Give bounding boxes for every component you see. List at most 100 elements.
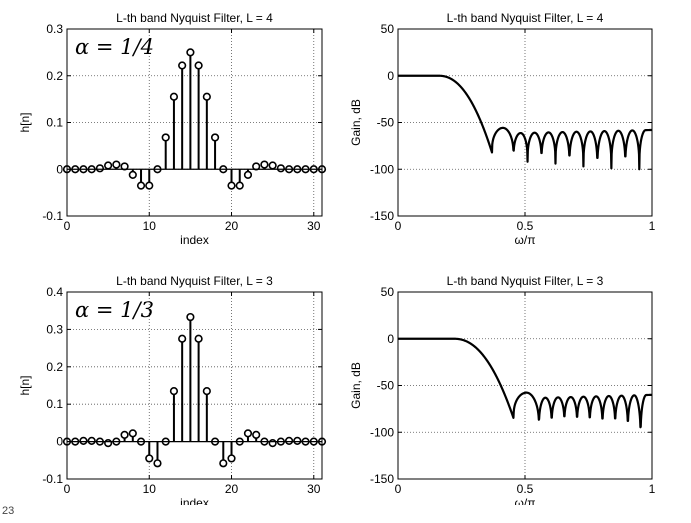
stem-marker — [276, 164, 285, 173]
stem-marker — [128, 429, 137, 438]
stem-marker — [260, 160, 269, 169]
stem-marker — [120, 430, 129, 439]
alpha-annotation: α = 1/3 — [75, 298, 154, 322]
x-axis-label: ω/π — [515, 233, 536, 247]
stem-marker — [186, 48, 195, 57]
y-tick-label: -150 — [370, 472, 394, 486]
x-tick-label: 0.5 — [517, 219, 534, 233]
y-tick-label: 0.3 — [46, 22, 63, 36]
stem-marker — [95, 164, 105, 173]
stem-marker — [219, 459, 228, 468]
x-tick-label: 0 — [395, 219, 402, 233]
stem-marker — [104, 161, 113, 170]
stem-marker — [227, 454, 236, 463]
x-tick-label: 0.5 — [517, 482, 534, 496]
stem-marker — [284, 436, 294, 445]
axes-frame — [397, 291, 653, 480]
stem-marker — [169, 387, 179, 396]
y-tick-label: -0.1 — [42, 209, 63, 223]
magnitude-response-line — [397, 74, 653, 171]
stem-marker — [202, 92, 211, 101]
y-tick-label: 0 — [56, 162, 63, 176]
y-tick-label: -150 — [370, 209, 394, 223]
x-tick-label: 30 — [307, 219, 321, 233]
y-tick-label: -0.1 — [42, 472, 63, 486]
x-tick-label: 1 — [649, 482, 656, 496]
x-tick-label: 0 — [64, 219, 71, 233]
alpha-annotation: α = 1/4 — [75, 35, 154, 59]
stem-marker — [268, 161, 277, 170]
nyquist-filter-figure: L-th band Nyquist Filter, L = 40 10 20 30-0… — [18, 11, 656, 505]
x-tick-label: 10 — [143, 219, 157, 233]
chart-2: L-th band Nyquist Filter, L = 4 0 0.5 1 -150… — [349, 11, 656, 247]
y-tick-label: 0 — [387, 69, 394, 83]
stem-marker — [178, 334, 187, 343]
y-tick-label: 50 — [381, 285, 395, 299]
stem-marker — [268, 438, 277, 448]
stem-marker — [194, 334, 203, 343]
y-tick-label: 0 — [56, 435, 63, 449]
stem-marker — [178, 61, 187, 70]
stem-marker — [153, 459, 162, 468]
y-tick-label: 0.4 — [46, 285, 63, 299]
stem-marker — [145, 454, 154, 463]
x-tick-label: 20 — [225, 219, 239, 233]
y-axis-label: h[n] — [18, 375, 32, 395]
stem-marker — [136, 181, 146, 190]
y-tick-label: 0.2 — [46, 360, 63, 374]
chart-title: L-th band Nyquist Filter, L = 4 — [116, 11, 273, 25]
stem-marker — [186, 312, 195, 322]
chart-1: L-th band Nyquist Filter, L = 4 0 10 20 30 -0… — [18, 11, 327, 247]
stem-marker — [194, 61, 203, 70]
y-tick-label: 0.1 — [46, 397, 63, 411]
x-axis-label: index — [180, 496, 209, 505]
y-tick-label: 0.1 — [46, 116, 63, 130]
stem-marker — [243, 170, 253, 179]
axes-frame — [66, 28, 323, 217]
page-number: 23 — [2, 505, 15, 517]
y-axis-label: Gain, dB — [349, 99, 363, 146]
x-tick-label: 0 — [395, 482, 402, 496]
x-tick-label: 20 — [225, 482, 239, 496]
stem-marker — [252, 430, 261, 439]
x-tick-label: 10 — [143, 482, 157, 496]
x-tick-label: 0 — [64, 482, 71, 496]
y-tick-label: 0 — [387, 332, 394, 346]
stem-marker — [293, 436, 302, 445]
stem-marker — [202, 387, 211, 396]
stem-marker — [145, 181, 154, 190]
x-tick-label: 30 — [307, 482, 321, 496]
x-tick-label: 1 — [649, 219, 656, 233]
y-tick-label: -100 — [370, 425, 394, 439]
stem-marker — [161, 133, 170, 142]
x-axis-label: index — [180, 233, 209, 247]
y-tick-label: -50 — [377, 379, 395, 393]
stem-marker — [128, 170, 137, 179]
stem-marker — [87, 436, 96, 445]
stem-marker — [104, 438, 113, 448]
axes-frame — [397, 28, 653, 217]
y-tick-label: -100 — [370, 162, 394, 176]
chart-title: L-th band Nyquist Filter, L = 3 — [447, 274, 604, 288]
stem-marker — [243, 429, 253, 438]
chart-4: L-th band Nyquist Filter, L = 3 0 0.5 1 -150… — [349, 274, 656, 505]
stem-marker — [235, 181, 244, 190]
y-axis-label: h[n] — [18, 112, 32, 132]
y-tick-label: 50 — [381, 22, 395, 36]
chart-3: L-th band Nyquist Filter, L = 3 0 10 20 30 -0… — [18, 274, 327, 505]
y-axis-label: Gain, dB — [349, 362, 363, 409]
chart-title: L-th band Nyquist Filter, L = 4 — [447, 11, 604, 25]
y-tick-label: 0.3 — [46, 322, 63, 336]
stem-marker — [112, 160, 121, 169]
magnitude-response-line — [397, 337, 653, 429]
stem-marker — [169, 92, 179, 101]
x-axis-label: ω/π — [515, 496, 536, 505]
axes-frame — [66, 291, 323, 480]
chart-title: L-th band Nyquist Filter, L = 3 — [116, 274, 273, 288]
stem-marker — [210, 133, 220, 142]
y-tick-label: -50 — [377, 116, 395, 130]
stem-marker — [227, 181, 236, 190]
stem-marker — [79, 436, 88, 445]
axes-background — [67, 292, 322, 479]
y-tick-label: 0.2 — [46, 69, 63, 83]
